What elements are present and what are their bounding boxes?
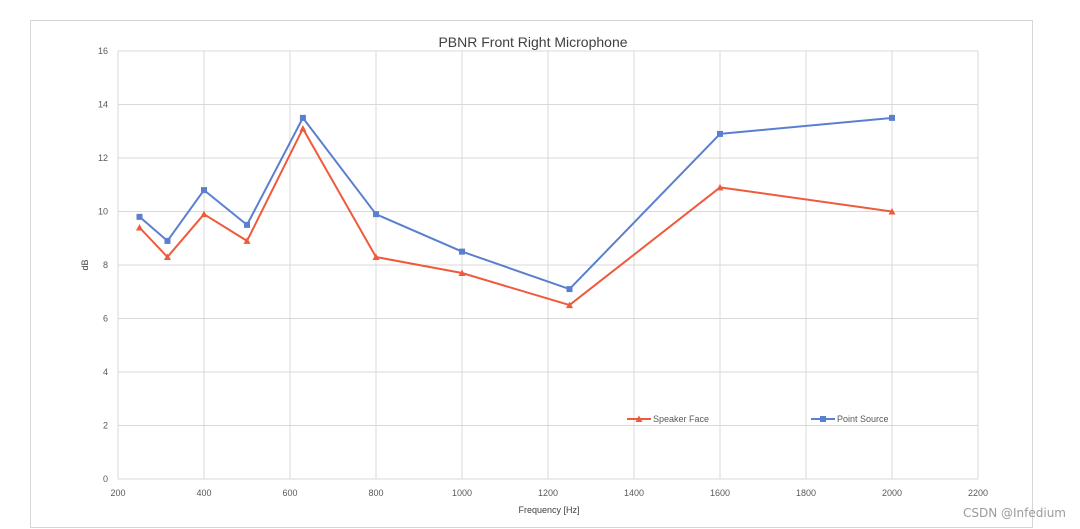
data-point: [244, 221, 250, 228]
data-point: [717, 130, 723, 137]
x-tick-label: 600: [282, 488, 297, 498]
chart-card: 0 2 4 6 8 10 12 14 16 200 400 600 800 1000 1200 1400 160…: [30, 20, 1033, 528]
y-tick-label: 2: [103, 421, 108, 431]
y-axis-label: dB: [80, 259, 90, 270]
data-point: [299, 125, 307, 132]
legend-entry: Speaker Face: [627, 414, 709, 424]
y-tick-label: 8: [103, 260, 108, 270]
data-point: [372, 253, 380, 260]
data-point: [888, 208, 896, 215]
y-tick-label: 0: [103, 474, 108, 484]
legend-label: Speaker Face: [653, 414, 709, 424]
series-layer: [136, 114, 896, 309]
chart-title: PBNR Front Right Microphone: [438, 34, 627, 50]
y-tick-label: 14: [98, 100, 108, 110]
data-point: [136, 213, 143, 220]
watermark-text: CSDN @Infedium: [962, 506, 1066, 520]
data-point: [373, 211, 379, 218]
data-point: [566, 286, 573, 293]
data-point: [164, 237, 171, 244]
x-tick-label: 800: [368, 488, 383, 498]
data-point: [299, 114, 306, 121]
data-point: [566, 301, 573, 309]
series-line: [138, 116, 893, 291]
legend: Speaker Face Point Source: [627, 414, 889, 424]
y-tick-label: 4: [103, 367, 108, 377]
y-tick-label: 16: [98, 46, 108, 56]
data-point: [136, 224, 143, 231]
line-chart: 0 2 4 6 8 10 12 14 16 200 400 600 800 1000 1200 1400 160…: [80, 34, 988, 515]
data-point: [459, 248, 465, 255]
y-tick-label: 12: [98, 153, 108, 163]
legend-label: Point Source: [837, 414, 889, 424]
data-point: [200, 210, 208, 218]
data-point: [889, 114, 895, 121]
x-tick-label: 2000: [882, 488, 902, 498]
x-tick-label: 1000: [452, 488, 472, 498]
x-tick-label: 400: [196, 488, 211, 498]
x-tick-label: 1200: [538, 488, 558, 498]
data-point: [458, 269, 466, 277]
y-tick-label: 10: [98, 207, 108, 217]
x-axis-label: Frequency [Hz]: [518, 505, 579, 515]
legend-marker: [635, 415, 643, 422]
x-tick-label: 1800: [796, 488, 816, 498]
x-tick-label: 1400: [624, 488, 644, 498]
legend-marker: [820, 416, 826, 422]
data-point: [163, 253, 171, 260]
x-tick-label: 2200: [968, 488, 988, 498]
legend-entry: Point Source: [811, 414, 889, 424]
tick-label-layer: 0 2 4 6 8 10 12 14 16 200 400 600 800 1000 1200 1400 160…: [98, 46, 988, 498]
data-point: [243, 237, 251, 244]
x-tick-label: 200: [110, 488, 125, 498]
series-line: [138, 127, 893, 307]
y-tick-label: 6: [103, 314, 108, 324]
series-speaker-face: [136, 125, 896, 309]
series-point-source: [136, 114, 895, 293]
data-point: [716, 183, 724, 191]
x-tick-label: 1600: [710, 488, 730, 498]
data-point: [201, 187, 207, 194]
